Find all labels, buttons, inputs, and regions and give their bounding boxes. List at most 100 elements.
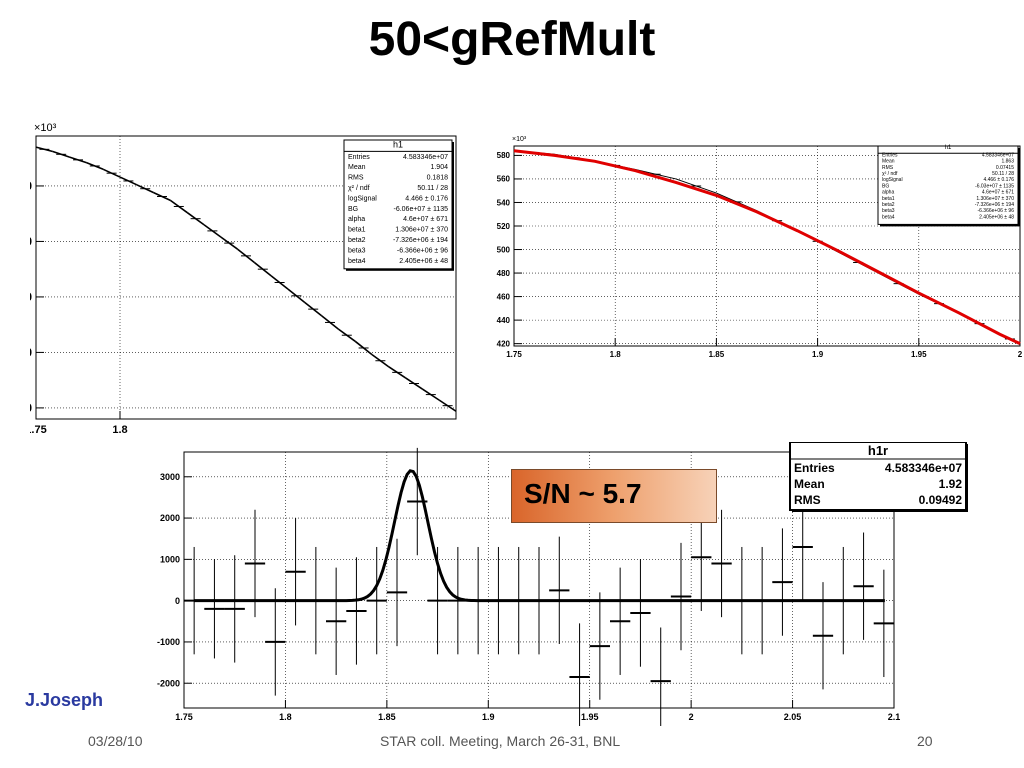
stats-row-name: beta4 (882, 214, 895, 220)
stats-row-name: BG (348, 206, 358, 213)
y-tick-label: 450 (30, 290, 32, 304)
y-tick-label: 2000 (160, 513, 180, 523)
x-tick-label: 1.85 (378, 712, 396, 722)
stats-row-name: beta4 (348, 258, 366, 265)
stats-row-name: Mean (794, 477, 825, 491)
stats-row-name: beta1 (882, 196, 895, 202)
y-tick-label: 500 (30, 235, 32, 249)
stats-row-name: Mean (348, 164, 366, 171)
stats-row-name: logSignal (882, 177, 903, 183)
stats-row-name: beta1 (348, 227, 366, 234)
stats-row-name: RMS (794, 493, 821, 507)
x-tick-label: 1.9 (482, 712, 495, 722)
axis-multiplier: ×10³ (512, 136, 527, 143)
x-tick-label: 1.8 (112, 424, 127, 436)
y-tick-label: -1000 (157, 637, 180, 647)
x-tick-label: 1.75 (175, 712, 193, 722)
y-tick-label: -2000 (157, 678, 180, 688)
stats-row-name: BG (882, 183, 889, 189)
stats-row-value: 4.583346e+07 (982, 152, 1014, 158)
stats-row-name: RMS (882, 165, 894, 171)
footer-page-number: 20 (917, 733, 933, 749)
stats-row-value: 0.09492 (919, 493, 963, 507)
footer-date: 03/28/10 (88, 733, 143, 749)
y-tick-label: 440 (497, 316, 511, 325)
stats-box-title: h1 (393, 139, 403, 149)
chart-h1-left: 350 400 450 500 550 1.75 1.8 ×10³ h1 Entries 4.583… (30, 118, 462, 442)
stats-row-name: logSignal (348, 195, 377, 202)
y-tick-label: 550 (30, 179, 32, 193)
stats-row-value: 2.405e+06 ± 48 (979, 214, 1014, 220)
footer-center-text: STAR coll. Meeting, March 26-31, BNL (380, 733, 621, 749)
stats-row-value: -7.326e+06 ± 194 (975, 202, 1015, 208)
stats-row-value: 1.306e+07 ± 370 (976, 196, 1014, 202)
stats-row-value: 1.306e+07 ± 370 (395, 227, 448, 234)
stats-row-name: beta2 (882, 202, 895, 208)
y-tick-label: 400 (30, 346, 32, 360)
y-tick-label: 500 (497, 245, 511, 254)
stats-row-value: -6.366e+06 ± 96 (397, 247, 448, 254)
stats-row-name: beta2 (348, 237, 366, 244)
y-tick-label: 3000 (160, 472, 180, 482)
fit-curve (194, 469, 885, 603)
stats-row-value: 0.1818 (427, 175, 449, 182)
y-tick-label: 1000 (160, 555, 180, 565)
stats-row-value: 50.11 / 28 (417, 185, 448, 192)
stats-row-value: 4.6e+07 ± 671 (403, 216, 448, 223)
y-tick-label: 540 (497, 198, 511, 207)
y-tick-label: 580 (497, 151, 511, 160)
y-tick-label: 460 (497, 292, 511, 301)
signal-to-noise-label: S/N ~ 5.7 (511, 469, 717, 523)
chart-h1-right-fit: 420 440 460 480 500 520 540 560 580 1.75 1.8 1.85 1.… (482, 124, 1024, 370)
stats-box (789, 442, 967, 511)
stats-row-name: beta3 (882, 208, 895, 214)
stats-box-title: h1r (868, 443, 888, 458)
stats-row-name: alpha (882, 190, 894, 196)
stats-row-value: 1.863 (1001, 159, 1014, 165)
stats-row-name: Entries (882, 152, 898, 158)
stats-row-value: 50.11 / 28 (992, 171, 1014, 177)
stats-row-value: -7.326e+06 ± 194 (393, 237, 448, 244)
stats-row-name: alpha (348, 216, 365, 223)
stats-row-name: χ² / ndf (882, 171, 898, 177)
y-tick-label: 350 (30, 401, 32, 415)
author-name: J.Joseph (25, 690, 104, 710)
axis-multiplier: ×10³ (34, 122, 57, 134)
stats-box (877, 145, 1019, 225)
y-tick-label: 480 (497, 269, 511, 278)
x-tick-label: 1.75 (506, 350, 522, 359)
x-tick-label: 1.8 (279, 712, 292, 722)
x-tick-label: 1.85 (709, 350, 725, 359)
y-tick-label: 0 (175, 596, 180, 606)
x-tick-label: 1.8 (610, 350, 622, 359)
x-tick-label: 1.95 (911, 350, 927, 359)
stats-row-value: -6.06e+07 ± 1135 (393, 206, 448, 213)
stats-row-value: -6.366e+06 ± 96 (977, 208, 1014, 214)
stats-row-name: Entries (348, 154, 370, 161)
stats-box-title: h1 (945, 145, 952, 151)
stats-row-name: Mean (882, 159, 895, 165)
x-tick-label: 1.9 (812, 350, 824, 359)
stats-row-name: beta3 (348, 247, 366, 254)
x-tick-label: 2.1 (888, 712, 901, 722)
stats-row-value: 4.466 ± 0.176 (983, 177, 1014, 183)
y-tick-label: 420 (497, 339, 511, 348)
stats-row-name: Entries (794, 461, 835, 475)
y-tick-label: 520 (497, 222, 511, 231)
stats-box (343, 139, 453, 270)
stats-row-value: 4.583346e+07 (885, 461, 962, 475)
stats-row-value: 4.6e+07 ± 671 (982, 190, 1014, 196)
slide-title: 50<gRefMult (368, 13, 656, 66)
stats-row-value: 4.583346e+07 (403, 154, 448, 161)
stats-row-value: 2.405e+06 ± 48 (399, 258, 448, 265)
stats-row-name: χ² / ndf (348, 185, 370, 192)
x-tick-label: 2.05 (784, 712, 802, 722)
stats-row-name: RMS (348, 175, 364, 182)
stats-row-value: -6.03e+07 ± 1135 (975, 183, 1014, 189)
x-tick-label: 1.95 (581, 712, 599, 722)
stats-row-value: 1.904 (430, 164, 448, 171)
stats-row-value: 1.92 (939, 477, 963, 491)
y-tick-label: 560 (497, 175, 511, 184)
x-tick-label: 1.75 (30, 424, 47, 436)
x-tick-label: 2 (689, 712, 694, 722)
